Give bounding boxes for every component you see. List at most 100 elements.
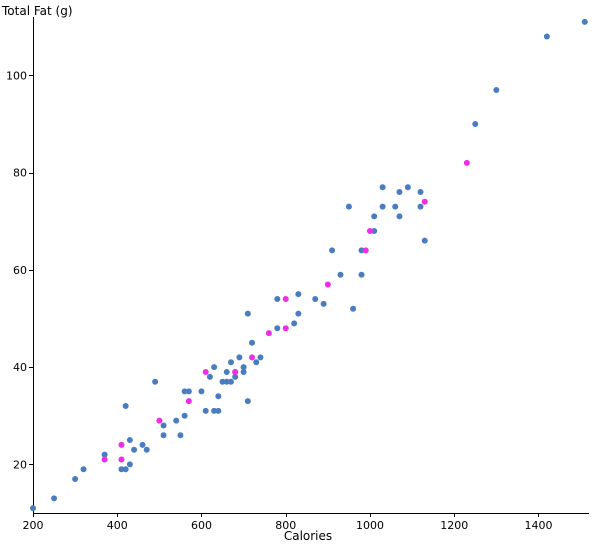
data-point-blue <box>244 310 251 317</box>
data-point-blue <box>185 388 192 395</box>
data-point-blue <box>131 446 138 453</box>
data-point-blue <box>274 296 281 303</box>
data-point-blue <box>227 359 234 366</box>
data-point-blue <box>240 364 247 371</box>
data-point-blue <box>219 378 226 385</box>
data-point-blue <box>227 378 234 385</box>
data-point-blue <box>358 271 365 278</box>
data-point-magenta <box>463 159 470 166</box>
data-point-blue <box>80 466 87 473</box>
data-point-blue <box>143 446 150 453</box>
x-axis-title: Calories <box>284 529 332 543</box>
data-point-blue <box>345 203 352 210</box>
data-point-blue <box>72 475 79 482</box>
data-point-blue <box>337 271 344 278</box>
data-point-magenta <box>362 247 369 254</box>
data-point-blue <box>211 364 218 371</box>
data-point-blue <box>392 203 399 210</box>
data-point-blue <box>236 354 243 361</box>
data-point-blue <box>404 184 411 191</box>
data-point-blue <box>173 417 180 424</box>
data-point-magenta <box>202 368 209 375</box>
data-point-blue <box>215 407 222 414</box>
data-points <box>30 18 588 512</box>
y-tick-label: 100 <box>6 69 27 82</box>
data-point-blue <box>160 422 167 429</box>
data-point-blue <box>118 466 125 473</box>
data-point-magenta <box>282 325 289 332</box>
y-tick-label: 20 <box>13 458 27 471</box>
data-point-blue <box>312 296 319 303</box>
data-point-blue <box>244 398 251 405</box>
data-point-blue <box>240 368 247 375</box>
plot-area <box>33 17 589 514</box>
data-point-blue <box>249 339 256 346</box>
data-point-blue <box>543 33 550 40</box>
data-point-blue <box>181 412 188 419</box>
y-axis-title: Total Fat (g) <box>1 4 73 18</box>
x-tick-label: 400 <box>107 519 128 532</box>
x-axis-ticks: 200 400 600 800 1000 1200 1400 <box>23 513 552 532</box>
data-point-blue <box>223 378 230 385</box>
data-point-blue <box>329 247 336 254</box>
data-point-blue <box>160 432 167 439</box>
data-point-blue <box>253 359 260 366</box>
data-point-magenta <box>324 281 331 288</box>
data-point-blue <box>223 368 230 375</box>
x-tick-label: 1400 <box>524 519 552 532</box>
data-point-blue <box>51 495 58 502</box>
data-point-blue <box>177 432 184 439</box>
x-tick-label: 200 <box>23 519 44 532</box>
data-point-blue <box>202 407 209 414</box>
x-tick-label: 1200 <box>440 519 468 532</box>
data-point-blue <box>417 189 424 196</box>
data-point-blue <box>257 354 264 361</box>
data-point-blue <box>493 86 500 93</box>
data-point-blue <box>358 247 365 254</box>
data-point-blue <box>232 373 239 380</box>
data-point-blue <box>126 461 133 468</box>
data-point-blue <box>30 505 36 512</box>
data-point-magenta <box>101 456 108 463</box>
y-axis-ticks: 20 40 60 80 100 <box>6 69 33 471</box>
data-point-blue <box>350 305 357 312</box>
x-tick-label: 600 <box>191 519 212 532</box>
data-point-blue <box>206 373 213 380</box>
data-point-blue <box>126 437 133 444</box>
data-point-magenta <box>232 368 239 375</box>
data-point-blue <box>152 378 159 385</box>
data-point-blue <box>371 213 378 220</box>
data-point-blue <box>379 203 386 210</box>
data-point-blue <box>181 388 188 395</box>
data-point-blue <box>379 184 386 191</box>
data-point-magenta <box>118 441 125 448</box>
data-point-blue <box>274 325 281 332</box>
data-point-blue <box>215 393 222 400</box>
y-tick-label: 80 <box>13 167 27 180</box>
data-point-blue <box>198 388 205 395</box>
x-tick-label: 1000 <box>356 519 384 532</box>
data-point-blue <box>101 451 108 458</box>
y-tick-label: 40 <box>13 361 27 374</box>
data-point-magenta <box>265 330 272 337</box>
data-point-blue <box>291 320 298 327</box>
data-point-blue <box>421 237 428 244</box>
data-point-blue <box>396 213 403 220</box>
data-point-magenta <box>156 417 163 424</box>
data-point-blue <box>211 407 218 414</box>
data-point-blue <box>396 189 403 196</box>
data-point-blue <box>417 203 424 210</box>
data-point-magenta <box>185 398 192 405</box>
data-point-blue <box>139 441 146 448</box>
data-point-magenta <box>118 456 125 463</box>
data-point-blue <box>295 310 302 317</box>
data-point-blue <box>581 18 588 25</box>
y-tick-label: 60 <box>13 264 27 277</box>
data-point-magenta <box>366 227 373 234</box>
data-point-magenta <box>421 198 428 205</box>
data-point-blue <box>122 403 129 410</box>
data-point-blue <box>320 300 327 307</box>
x-tick-label: 800 <box>275 519 296 532</box>
data-point-blue <box>295 291 302 298</box>
